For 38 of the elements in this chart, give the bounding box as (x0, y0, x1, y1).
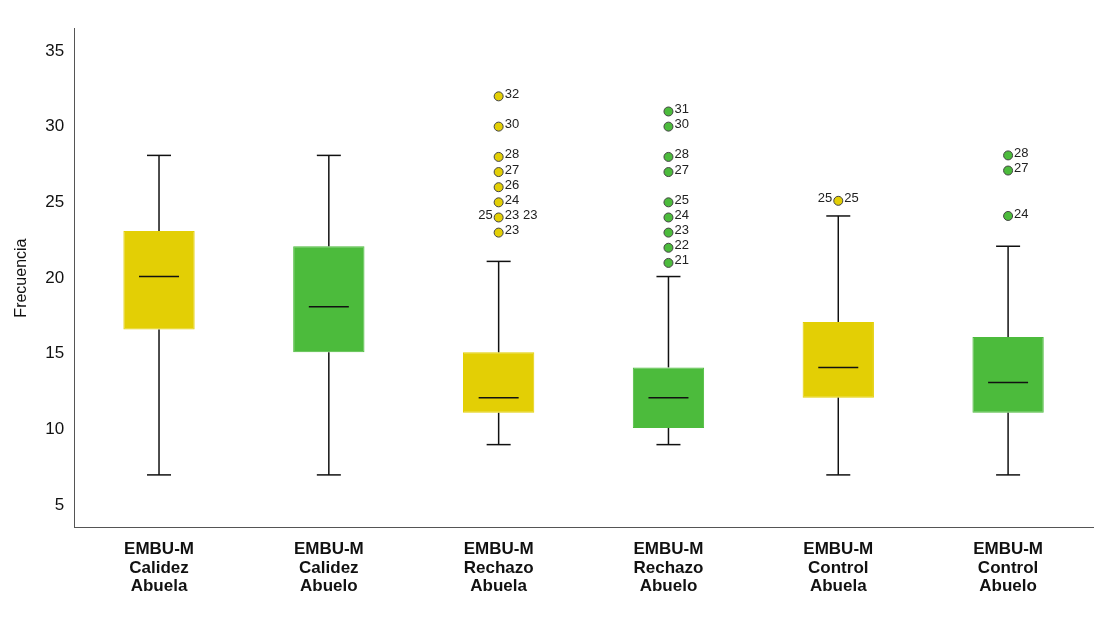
x-tick-label: EMBU-M Rechazo Abuela (463, 538, 534, 596)
y-tick-label: 30 (45, 116, 65, 136)
annotation: 25 (844, 190, 859, 206)
annotation: 28 (504, 146, 520, 162)
annotation: 23 (674, 222, 689, 238)
x-tick-label: EMBU-M Calidez Abuelo (293, 538, 364, 596)
annotation: 26 (504, 176, 520, 192)
y-tick-label: 20 (45, 267, 65, 287)
annotation: 22 (674, 237, 689, 253)
annotation: 31 (674, 101, 689, 117)
annotation: 25 (817, 190, 833, 206)
annotation: 24 (674, 207, 689, 223)
x-tick-label: EMBU-M Rechazo Abuelo (633, 538, 704, 596)
y-axis-title: Frecuencia (12, 238, 30, 318)
annotation: 24 (504, 191, 520, 207)
annotation: 23 (504, 222, 520, 238)
annotation: 25 (674, 191, 689, 207)
annotation: 21 (674, 252, 689, 268)
x-tick-label: EMBU-M Control Abuela (803, 538, 874, 596)
y-tick-label: 5 (54, 494, 65, 514)
y-tick-label: 35 (45, 40, 65, 60)
annotation: 24 (1014, 205, 1029, 221)
annotation: 32 (504, 85, 520, 101)
y-tick-label: 15 (45, 343, 65, 363)
annotation: 28 (674, 146, 689, 162)
x-tick-label: EMBU-M Control Abuelo (973, 538, 1044, 596)
y-tick-label: 10 (45, 419, 65, 439)
annotation: 27 (1014, 160, 1029, 176)
annotation: 27 (674, 161, 689, 177)
annotation: 28 (1014, 144, 1029, 160)
y-tick-label: 25 (45, 192, 65, 212)
annotation: 23 (523, 207, 538, 223)
annotation: 27 (504, 161, 520, 177)
annotation: 23 (504, 207, 520, 223)
x-tick-label: EMBU-M Calidez Abuela (124, 538, 194, 596)
annotation: 25 (478, 207, 493, 223)
annotation: 30 (674, 116, 689, 132)
annotation: 30 (504, 116, 520, 132)
